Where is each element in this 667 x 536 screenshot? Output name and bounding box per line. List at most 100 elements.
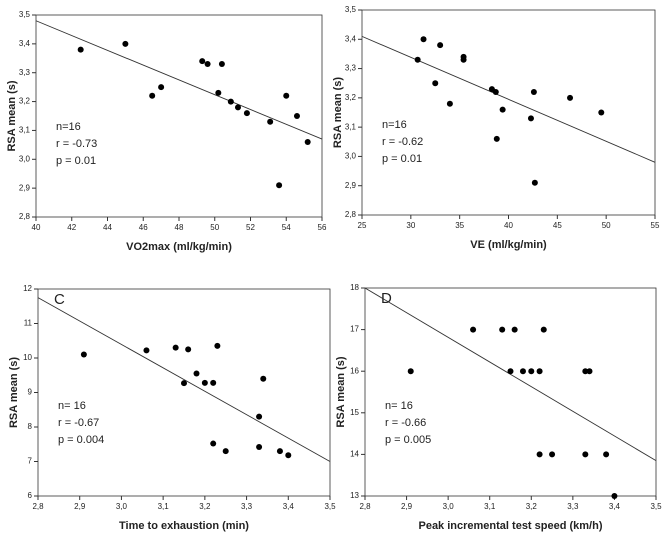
y-tick-label: 3,3 — [19, 68, 31, 77]
plot-frame — [364, 287, 657, 497]
y-tick-label: 2,8 — [345, 210, 357, 219]
data-point — [531, 179, 538, 186]
panel-title: D — [381, 290, 392, 307]
data-point — [122, 40, 129, 47]
y-tick-label: 17 — [350, 325, 359, 334]
y-tick-label: 2,9 — [345, 181, 357, 190]
x-tick-label: 3,2 — [526, 502, 538, 511]
annotation: r = -0.73 — [56, 138, 97, 150]
y-tick-label: 3,3 — [345, 64, 357, 73]
x-tick-label: 3,5 — [324, 502, 336, 511]
x-tick-label: 54 — [282, 223, 291, 232]
data-point — [172, 344, 179, 351]
x-tick-label: 3,4 — [609, 502, 621, 511]
data-point — [143, 347, 150, 354]
plot-frame — [361, 9, 656, 216]
x-tick-label: 3,3 — [241, 502, 253, 511]
data-point — [499, 326, 506, 333]
trend-line — [364, 287, 657, 462]
annotation: r = -0.67 — [58, 417, 99, 429]
y-tick-label: 10 — [23, 353, 32, 362]
data-point — [260, 375, 267, 382]
data-point — [511, 326, 518, 333]
data-point — [586, 368, 593, 375]
x-tick-label: 52 — [246, 223, 255, 232]
data-point — [227, 98, 234, 105]
data-point — [407, 368, 414, 375]
y-axis-label: RSA mean (s) — [332, 77, 344, 148]
annotation: n= 16 — [58, 400, 86, 412]
data-point — [470, 326, 477, 333]
data-point — [460, 56, 467, 63]
y-tick-label: 12 — [23, 284, 32, 293]
data-point — [492, 89, 499, 95]
y-tick-label: 3,4 — [345, 34, 357, 43]
data-point — [285, 452, 292, 459]
y-tick-label: 3,2 — [345, 93, 357, 102]
x-tick-label: 40 — [32, 223, 41, 232]
x-tick-label: 2,9 — [74, 502, 86, 511]
plot-frame — [37, 288, 331, 497]
data-point — [493, 135, 500, 142]
x-tick-label: 56 — [318, 223, 327, 232]
data-point — [611, 493, 618, 499]
y-tick-label: 3,0 — [19, 154, 31, 163]
y-axis-label: RSA mean (s) — [335, 356, 347, 427]
data-point — [77, 46, 84, 53]
data-point — [149, 92, 156, 99]
annotation: p = 0.005 — [385, 434, 431, 446]
x-tick-label: 3,3 — [567, 502, 579, 511]
data-point — [276, 182, 283, 189]
y-tick-label: 3,0 — [345, 152, 357, 161]
y-axis-label: RSA mean (s) — [6, 80, 18, 151]
data-point — [519, 368, 526, 375]
data-point — [507, 368, 514, 375]
data-point — [199, 58, 206, 65]
data-point — [499, 106, 506, 113]
data-point — [222, 448, 229, 455]
data-point — [582, 451, 589, 458]
data-point — [185, 346, 192, 353]
x-tick-label: 30 — [406, 221, 415, 230]
data-point — [234, 104, 241, 111]
y-tick-label: 2,9 — [19, 183, 31, 192]
x-tick-label: 3,1 — [158, 502, 170, 511]
data-point — [193, 370, 200, 377]
data-point — [256, 444, 263, 451]
x-tick-label: 3,5 — [650, 502, 662, 511]
annotation: p = 0.004 — [58, 434, 104, 446]
data-point — [293, 113, 300, 119]
x-axis-label: Peak incremental test speed (km/h) — [418, 520, 602, 532]
x-tick-label: 40 — [504, 221, 513, 230]
data-point — [204, 61, 211, 68]
annotation: n= 16 — [385, 400, 413, 412]
y-axis-label: RSA mean (s) — [8, 357, 20, 428]
annotation: n=16 — [56, 121, 81, 133]
y-tick-label: 8 — [28, 422, 33, 431]
annotation: r = -0.66 — [385, 417, 426, 429]
y-tick-label: 9 — [28, 388, 33, 397]
x-tick-label: 42 — [67, 223, 76, 232]
annotation: r = -0.62 — [382, 136, 423, 148]
data-point — [210, 440, 217, 447]
x-tick-label: 48 — [175, 223, 184, 232]
x-tick-label: 2,9 — [401, 502, 413, 511]
data-point — [549, 451, 556, 458]
y-tick-label: 3,5 — [345, 5, 357, 14]
x-tick-label: 3,4 — [283, 502, 295, 511]
data-point — [214, 342, 221, 349]
annotation: p = 0.01 — [56, 155, 96, 167]
data-point — [530, 89, 537, 95]
y-tick-label: 3,1 — [345, 122, 357, 131]
x-tick-label: 3,1 — [484, 502, 496, 511]
x-tick-label: 3,0 — [443, 502, 455, 511]
data-point — [218, 61, 225, 68]
x-tick-label: 50 — [602, 221, 611, 230]
data-point — [437, 42, 444, 49]
data-point — [210, 379, 217, 386]
x-tick-label: 55 — [651, 221, 660, 230]
panel-title: C — [54, 291, 65, 308]
data-point — [598, 109, 605, 116]
x-tick-label: 46 — [139, 223, 148, 232]
